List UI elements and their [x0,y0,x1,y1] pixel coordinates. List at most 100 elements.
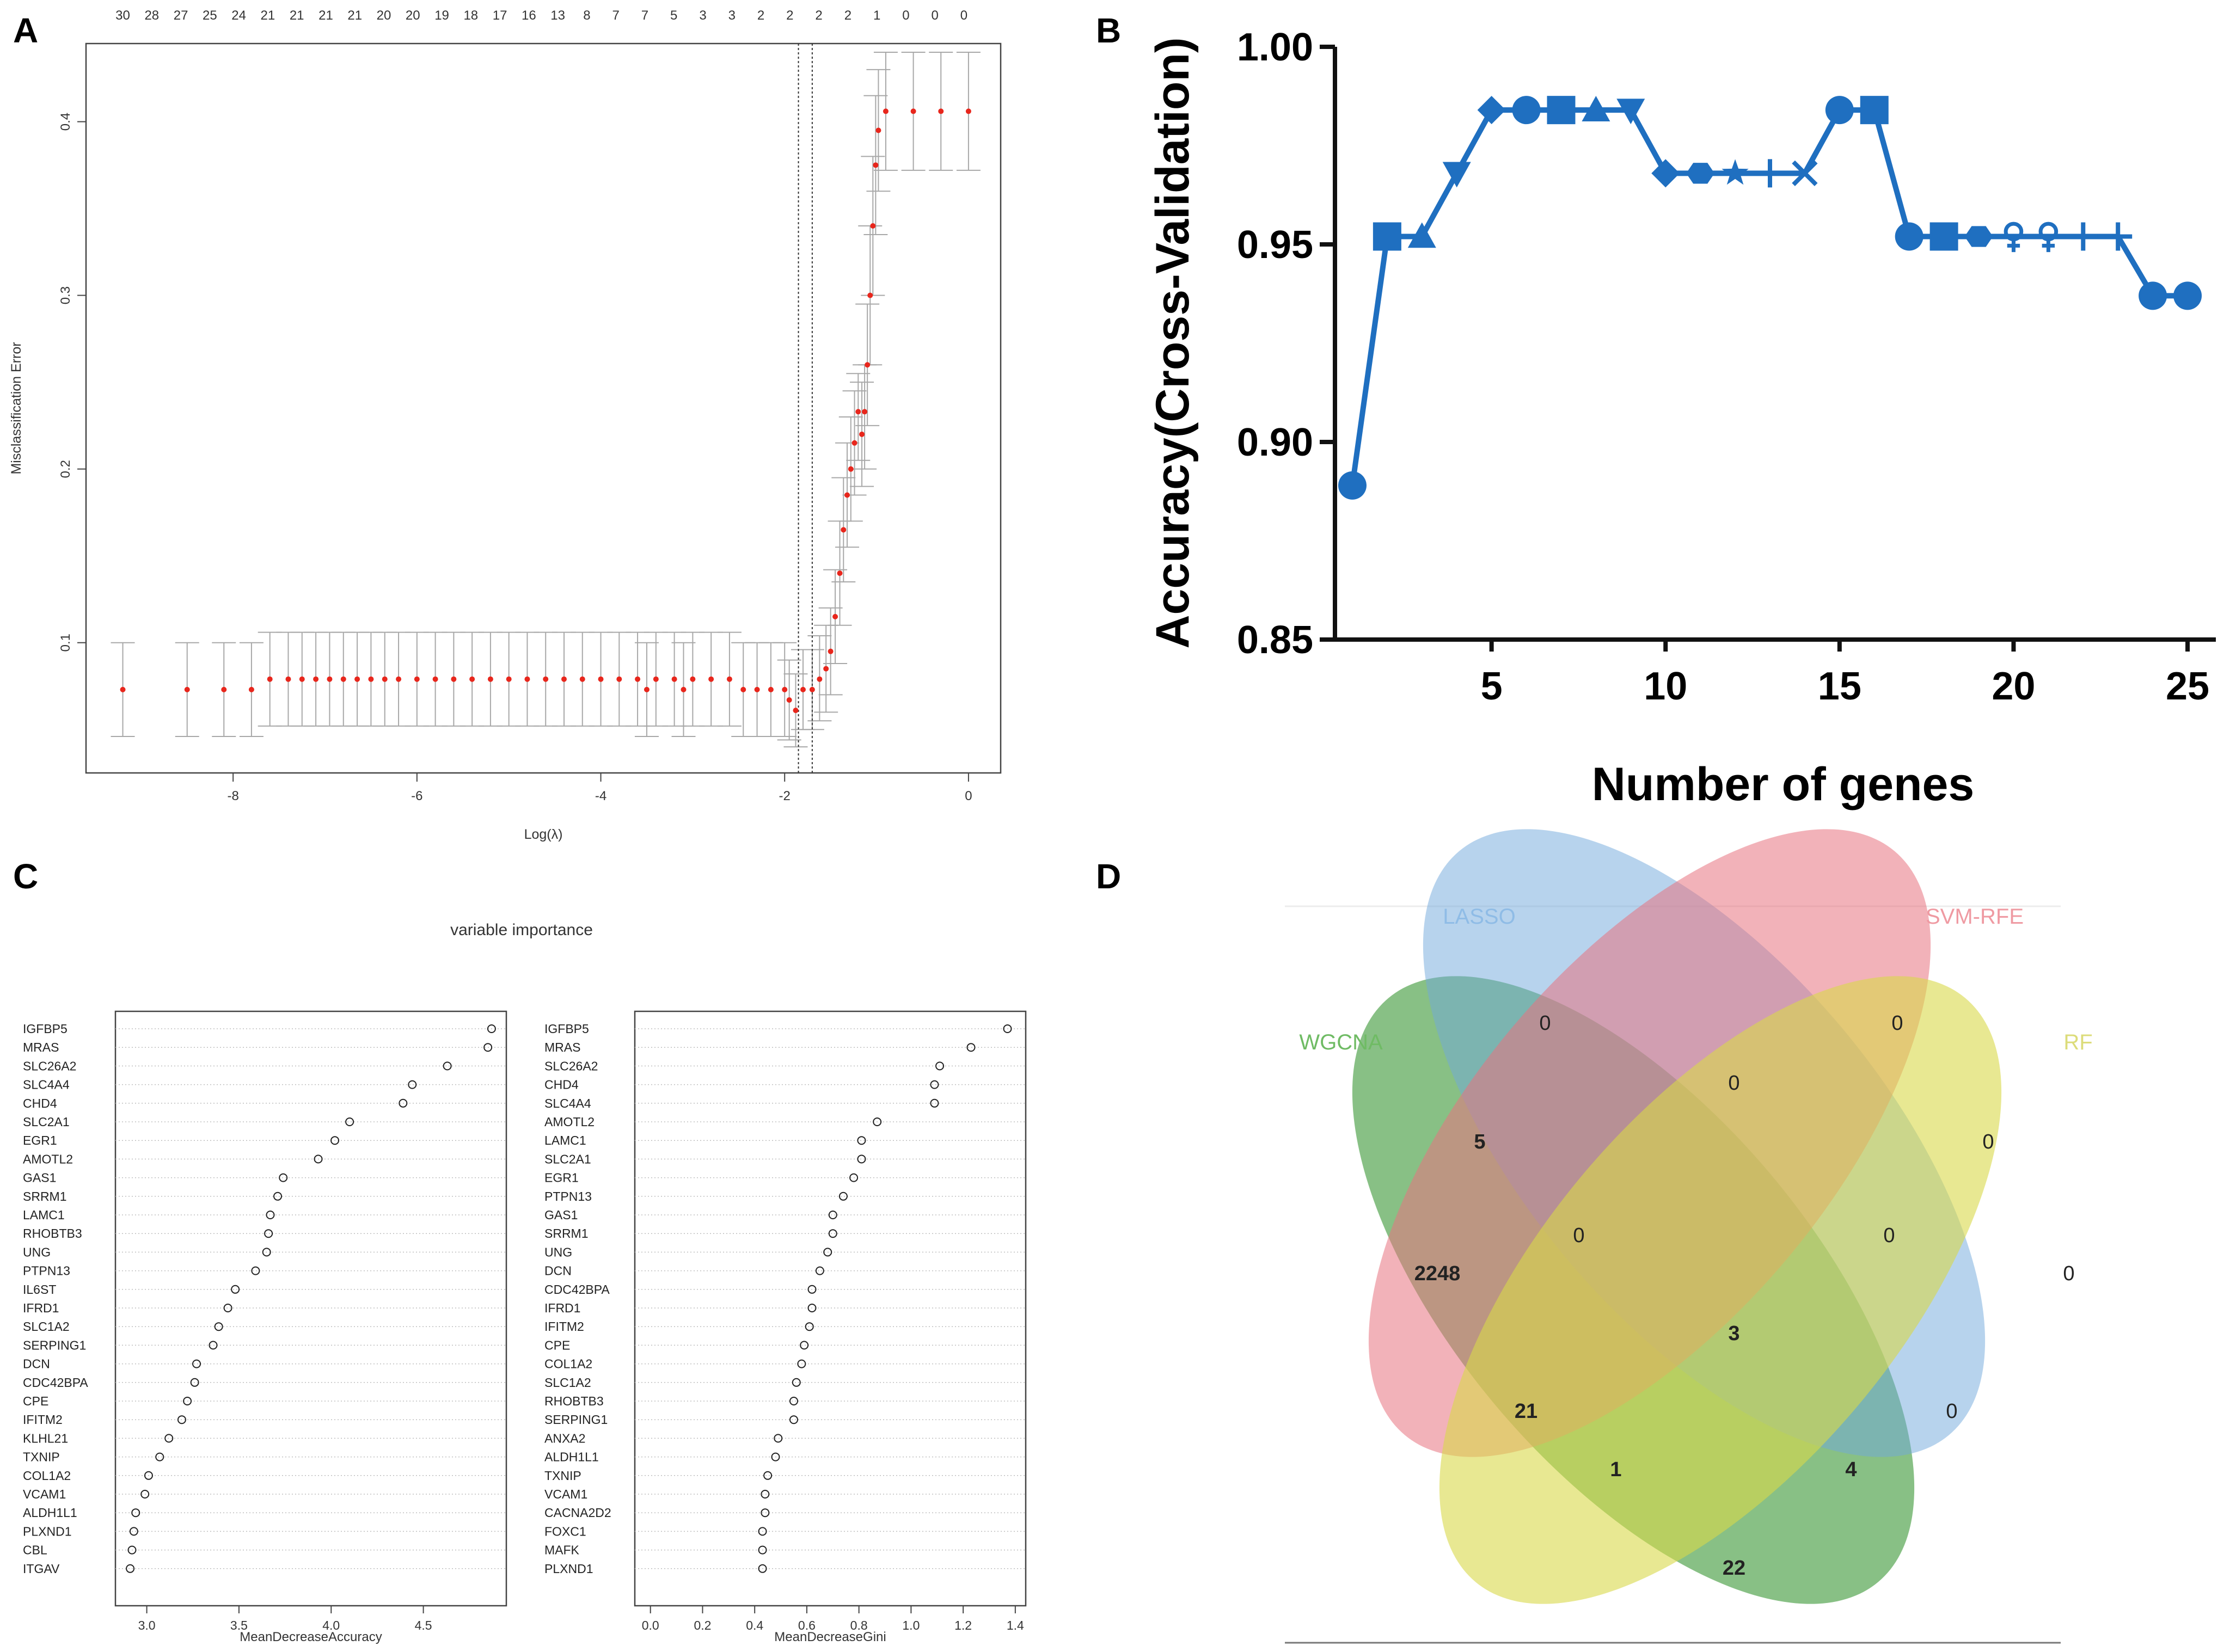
importance-point [330,1136,340,1145]
data-point [120,686,126,692]
set-label-rf: RF [2063,1030,2092,1054]
importance-point [144,1471,153,1480]
region-count: 0 [1573,1224,1584,1247]
importance-point [131,1508,140,1518]
gene-label: KLHL21 [23,1431,68,1445]
top-axis-label: 7 [641,8,648,23]
importance-point [935,1061,945,1071]
x-tick-label: 25 [2166,665,2209,708]
x-tick-label: 0.0 [642,1618,659,1632]
data-point [938,108,944,114]
data-point [267,676,273,682]
importance-point [857,1136,866,1145]
gene-label: RHOBTB3 [23,1226,82,1240]
x-axis-label-c1: MeanDecreaseAccuracy [240,1630,382,1644]
gene-label: COL1A2 [23,1469,71,1483]
importance-point [761,1490,770,1499]
marker-circle [2139,281,2167,310]
top-axis-label: 2 [786,8,793,23]
x-axis-ticks: -8 -6 -4 -2 0 [227,773,972,803]
importance-point [849,1173,859,1182]
gene-label: EGR1 [23,1133,57,1147]
importance-point [800,1341,809,1350]
data-point [561,676,567,682]
set-label-svm-rfe: SVM-RFE [1926,905,2024,929]
region-count: 1 [1610,1458,1621,1481]
gene-label: PLXND1 [544,1562,593,1576]
data-point [451,676,457,682]
top-axis-label: 18 [463,8,478,23]
data-point [414,676,420,682]
importance-point [823,1248,832,1257]
region-count: 0 [1728,1072,1739,1095]
gene-label: SLC26A2 [544,1059,598,1073]
data-point [965,108,971,114]
gene-label: AMOTL2 [544,1115,595,1129]
error-bars [111,51,981,748]
gini-dotplot: IGFBP5 MRAS SLC26A2 CHD4 SLC4A4 AMOTL2 LAMC1 SL… [544,1022,1026,1632]
importance-point [487,1024,496,1033]
region-count: 22 [1723,1557,1745,1580]
x-tick-label: -4 [595,789,607,803]
top-axis-labels: 30 28 27 25 24 21 21 21 21 20 20 19 18 17 16 13 8 7 7 5 3 3 2 2… [115,8,967,23]
data-point [354,676,360,682]
panel-d: D LASSO SVM-RFE WGCNA RF 0 0 0 5 0 0 0 2… [1096,829,2093,1644]
importance-point [262,1248,271,1257]
x-tick-label: -2 [779,789,791,803]
marker-plus [2069,222,2098,251]
importance-point [828,1229,837,1238]
marker-hexagon [1686,163,1715,184]
data-point [726,676,732,682]
data-point [313,676,319,682]
x-tick-label: 4.5 [415,1618,432,1632]
data-point [862,409,868,415]
importance-point [399,1098,408,1108]
panel-c: C variable importance IGFBP5 MRAS SLC26A2 S… [13,857,1027,1644]
top-axis-label: 7 [612,8,620,23]
rf-ellipse [1439,976,2002,1604]
y-tick-label: 0.1 [58,634,73,652]
data-point [524,676,530,682]
importance-point [314,1154,323,1164]
marker-x [1792,160,1818,186]
top-axis-label: 2 [815,8,822,23]
venn-ellipses [1352,829,2002,1604]
marker-triangle [1407,222,1436,248]
x-tick-label: 0.2 [694,1618,711,1632]
top-axis-label: 5 [670,8,677,23]
gene-label: GAS1 [544,1208,578,1222]
marker-square [1547,96,1576,125]
data-point [817,676,823,682]
gene-label: COL1A2 [544,1357,592,1371]
gene-label: CPE [23,1394,48,1408]
marker-circle [1338,471,1367,500]
lambda-lines [798,44,813,773]
data-point [832,613,838,619]
panel-label-a: A [13,11,38,50]
region-count: 5 [1474,1131,1485,1153]
y-tick-label: 0.3 [58,286,73,304]
gene-label: UNG [544,1245,572,1259]
gene-label: AMOTL2 [23,1152,73,1166]
importance-point [774,1434,783,1443]
importance-point [857,1154,866,1164]
x-tick-label: 1.0 [902,1618,920,1632]
marker-female-stem [2007,239,2020,253]
region-count: 0 [1946,1400,1957,1423]
importance-point [345,1117,354,1126]
data-point [782,686,788,692]
data-point [506,676,512,682]
gene-label: RHOBTB3 [544,1394,604,1408]
gene-label: PTPN13 [544,1189,592,1203]
plot-frame-c2 [634,1010,1027,1607]
data-point [867,292,873,298]
region-count: 3 [1728,1322,1739,1345]
set-label-lasso: LASSO [1443,905,1515,929]
importance-point [214,1322,223,1331]
gene-label: IFITM2 [544,1319,584,1334]
marker-star [1722,159,1749,185]
panel-label-b: B [1096,11,1121,50]
gene-label: DCN [544,1264,572,1278]
gene-label: CDC42BPA [23,1375,88,1390]
panel-b: B 5 10 15 20 25 0.85 0.90 0.95 1.00 Number of g… [1096,11,2216,810]
